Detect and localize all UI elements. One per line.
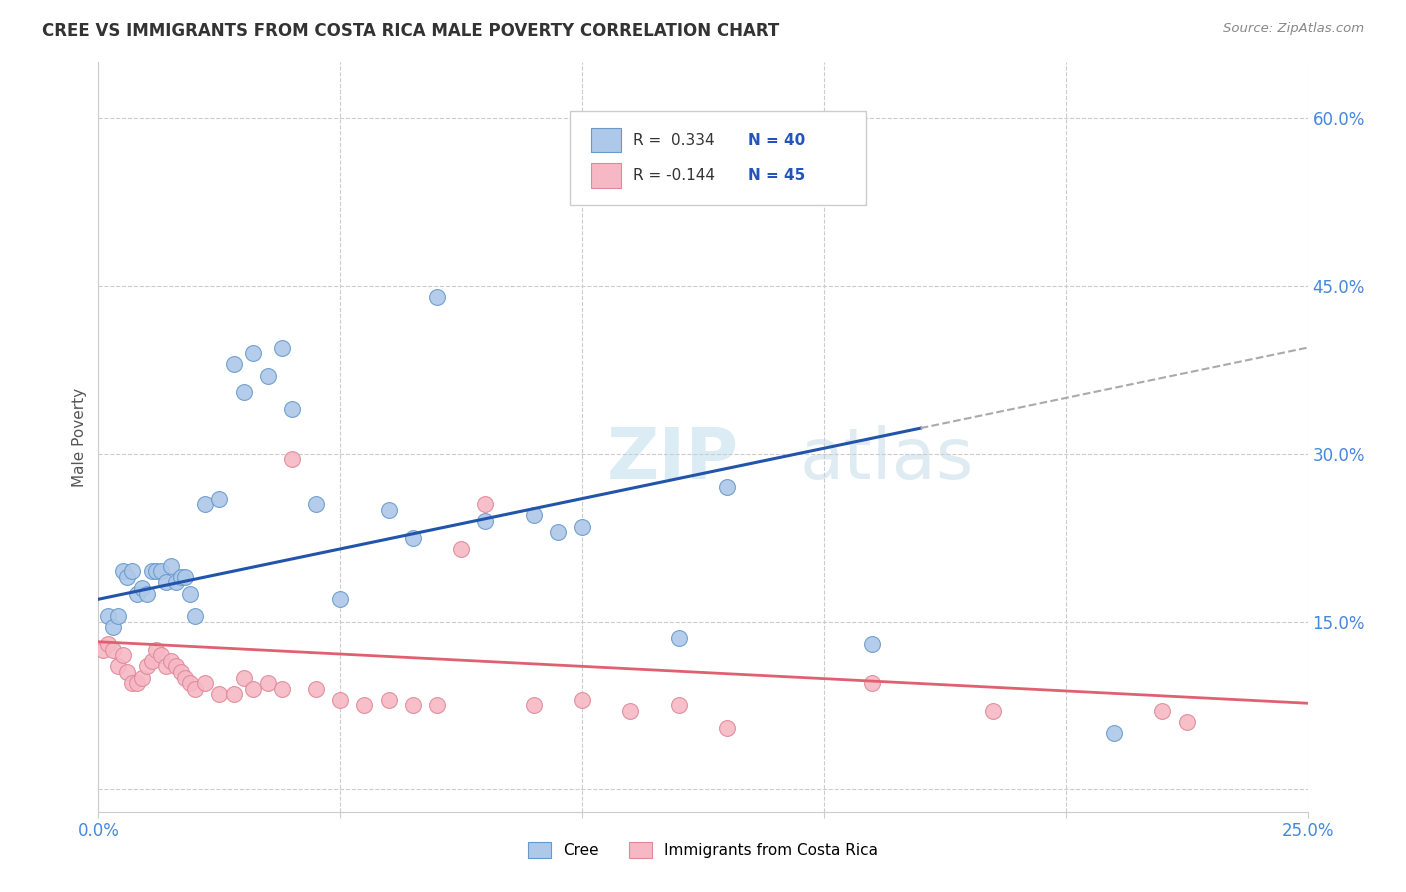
Text: N = 40: N = 40: [748, 133, 806, 148]
Point: [305, 681, 328, 696]
Point: [716, 480, 738, 494]
Point: [127, 676, 149, 690]
Point: [402, 698, 425, 713]
Point: [523, 698, 546, 713]
Point: [256, 676, 278, 690]
Point: [426, 698, 449, 713]
Point: [135, 659, 157, 673]
Point: [281, 402, 304, 417]
Point: [160, 558, 183, 573]
Point: [145, 642, 167, 657]
Point: [860, 676, 883, 690]
Point: [155, 659, 177, 673]
Point: [523, 508, 546, 523]
Point: [121, 676, 143, 690]
Point: [222, 687, 245, 701]
Point: [155, 575, 177, 590]
Text: atlas: atlas: [800, 425, 974, 494]
Point: [571, 693, 593, 707]
Point: [571, 519, 593, 533]
Point: [97, 609, 120, 624]
Point: [208, 687, 231, 701]
Point: [165, 575, 187, 590]
Point: [169, 570, 191, 584]
Point: [1175, 715, 1198, 730]
Text: R = -0.144: R = -0.144: [633, 168, 714, 183]
Point: [117, 665, 139, 679]
Point: [242, 346, 264, 360]
Point: [305, 497, 328, 511]
Point: [127, 587, 149, 601]
Point: [981, 704, 1004, 718]
Legend: Cree, Immigrants from Costa Rica: Cree, Immigrants from Costa Rica: [522, 836, 884, 864]
Point: [101, 620, 124, 634]
Point: [547, 525, 569, 540]
Point: [474, 514, 496, 528]
Point: [179, 587, 201, 601]
Point: [860, 637, 883, 651]
Point: [141, 654, 163, 668]
Point: [179, 676, 201, 690]
Point: [716, 721, 738, 735]
Point: [107, 609, 129, 624]
Point: [169, 665, 191, 679]
Text: CREE VS IMMIGRANTS FROM COSTA RICA MALE POVERTY CORRELATION CHART: CREE VS IMMIGRANTS FROM COSTA RICA MALE …: [42, 22, 779, 40]
Point: [242, 681, 264, 696]
Point: [426, 290, 449, 304]
Point: [1102, 726, 1125, 740]
Point: [353, 698, 375, 713]
Point: [377, 693, 399, 707]
Point: [131, 581, 153, 595]
Point: [121, 564, 143, 578]
FancyBboxPatch shape: [569, 112, 866, 205]
Text: R =  0.334: R = 0.334: [633, 133, 714, 148]
Point: [150, 564, 173, 578]
FancyBboxPatch shape: [591, 128, 621, 153]
Point: [150, 648, 173, 662]
Point: [668, 632, 690, 646]
Point: [145, 564, 167, 578]
Point: [232, 385, 254, 400]
Text: Source: ZipAtlas.com: Source: ZipAtlas.com: [1223, 22, 1364, 36]
Point: [474, 497, 496, 511]
Point: [450, 541, 472, 556]
Text: N = 45: N = 45: [748, 168, 806, 183]
Point: [281, 452, 304, 467]
Point: [208, 491, 231, 506]
Point: [174, 671, 197, 685]
Point: [165, 659, 187, 673]
Point: [194, 676, 217, 690]
Point: [329, 592, 352, 607]
Point: [174, 570, 197, 584]
Point: [402, 531, 425, 545]
Point: [256, 368, 278, 383]
Point: [619, 704, 641, 718]
Point: [271, 341, 294, 355]
Text: ZIP: ZIP: [606, 425, 738, 494]
Point: [222, 358, 245, 372]
Point: [117, 570, 139, 584]
Point: [131, 671, 153, 685]
FancyBboxPatch shape: [591, 163, 621, 187]
Point: [271, 681, 294, 696]
Point: [232, 671, 254, 685]
Point: [107, 659, 129, 673]
Point: [141, 564, 163, 578]
Point: [377, 502, 399, 516]
Point: [194, 497, 217, 511]
Point: [329, 693, 352, 707]
Point: [101, 642, 124, 657]
Point: [135, 587, 157, 601]
Point: [160, 654, 183, 668]
Y-axis label: Male Poverty: Male Poverty: [72, 387, 87, 487]
Point: [111, 648, 134, 662]
Point: [111, 564, 134, 578]
Point: [91, 642, 114, 657]
Point: [1152, 704, 1174, 718]
Point: [184, 681, 207, 696]
Point: [97, 637, 120, 651]
Point: [184, 609, 207, 624]
Point: [668, 698, 690, 713]
